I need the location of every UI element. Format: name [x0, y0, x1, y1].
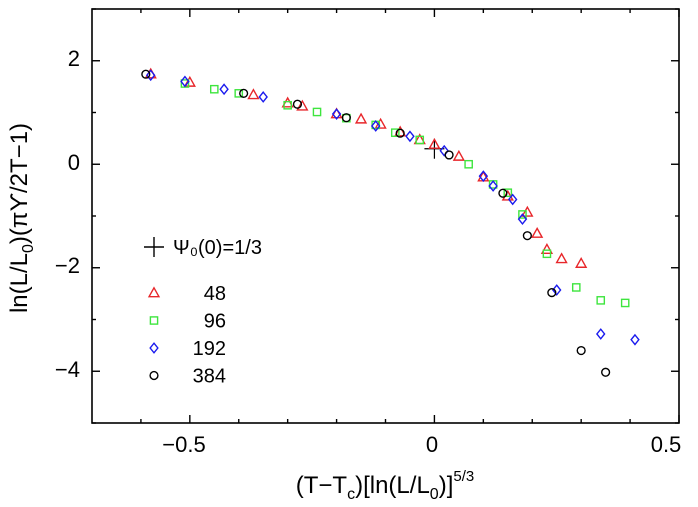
y-tick-label-3: 2	[68, 46, 80, 71]
y-tick-label-1: −2	[55, 253, 80, 278]
point-192-2	[219, 83, 229, 96]
point-384-5	[444, 150, 454, 160]
legend-reference-label: Ψ₀(0)=1/3	[173, 237, 262, 259]
legend-label-384: 384	[193, 366, 226, 388]
point-48-15	[531, 226, 544, 238]
point-96-11	[503, 188, 513, 198]
point-48-14	[521, 205, 534, 217]
point-384-1	[239, 88, 249, 98]
y-tick-label-0: −4	[55, 357, 80, 382]
point-48-3	[281, 96, 294, 108]
point-48-6	[354, 112, 368, 124]
point-192-0	[145, 69, 156, 82]
point-384-9	[576, 345, 586, 356]
point-96-3	[283, 100, 292, 110]
series-384	[141, 69, 611, 377]
data-series	[141, 67, 640, 377]
legend-marker-96	[149, 316, 159, 325]
point-384-7	[522, 231, 532, 241]
point-192-7	[439, 144, 449, 157]
point-384-0	[141, 69, 151, 79]
legend-marker-384	[149, 370, 159, 381]
point-384-10	[601, 367, 611, 377]
point-48-4	[296, 99, 309, 111]
point-48-11	[452, 149, 466, 161]
point-192-14	[630, 333, 640, 346]
point-384-4	[395, 128, 405, 138]
point-48-17	[555, 252, 568, 264]
x-tick-label-0: −0.5	[162, 432, 205, 457]
point-96-2	[234, 89, 244, 98]
point-192-6	[405, 130, 415, 143]
point-96-15	[596, 296, 606, 305]
point-96-1	[209, 84, 219, 94]
point-384-8	[547, 287, 557, 298]
axis-ticks	[92, 8, 680, 424]
series-192	[145, 69, 640, 346]
legend-marker-192	[149, 342, 159, 354]
legend-label-192: 192	[193, 338, 226, 360]
legend-label-48: 48	[204, 283, 226, 305]
point-96-13	[542, 249, 552, 259]
point-48-1	[183, 75, 196, 87]
y-axis-label: ln(L/L0)(πϒ/2T−1)	[6, 123, 37, 313]
point-48-13	[501, 189, 514, 201]
point-192-9	[488, 180, 498, 192]
point-384-6	[498, 188, 508, 198]
point-192-12	[551, 284, 562, 296]
y-tick-label-2: 0	[68, 150, 80, 175]
point-96-12	[518, 210, 527, 219]
point-96-8	[415, 135, 425, 145]
series-96	[180, 79, 630, 308]
point-192-1	[180, 75, 190, 88]
point-48-2	[247, 88, 260, 100]
x-tick-label-2: 0.5	[651, 432, 682, 457]
point-96-9	[464, 159, 473, 169]
point-96-14	[571, 283, 581, 292]
plot-frame	[91, 8, 680, 424]
x-axis-label: (T−Tc)[ln(L/L0)]5/3	[296, 468, 474, 503]
point-192-11	[517, 213, 528, 226]
x-tick-label-1: 0	[426, 432, 438, 457]
point-192-10	[507, 193, 518, 206]
point-96-4	[312, 107, 322, 117]
point-192-4	[331, 108, 342, 120]
point-192-3	[258, 91, 268, 103]
point-48-16	[540, 243, 554, 254]
point-192-13	[595, 328, 606, 340]
legend: Ψ₀(0)=1/3 48 96 192 384	[144, 237, 262, 388]
point-384-2	[292, 99, 303, 109]
point-192-5	[370, 120, 381, 132]
point-48-18	[575, 256, 588, 268]
legend-marker-48	[147, 286, 161, 298]
legend-entries: 48 96 192 384	[147, 283, 226, 388]
point-192-8	[478, 170, 489, 183]
point-96-16	[620, 298, 630, 308]
point-96-7	[390, 128, 400, 137]
point-48-8	[394, 125, 407, 137]
point-48-10	[428, 137, 441, 149]
legend-reference: Ψ₀(0)=1/3	[144, 237, 262, 259]
point-384-3	[341, 113, 351, 123]
legend-label-96: 96	[204, 311, 226, 333]
